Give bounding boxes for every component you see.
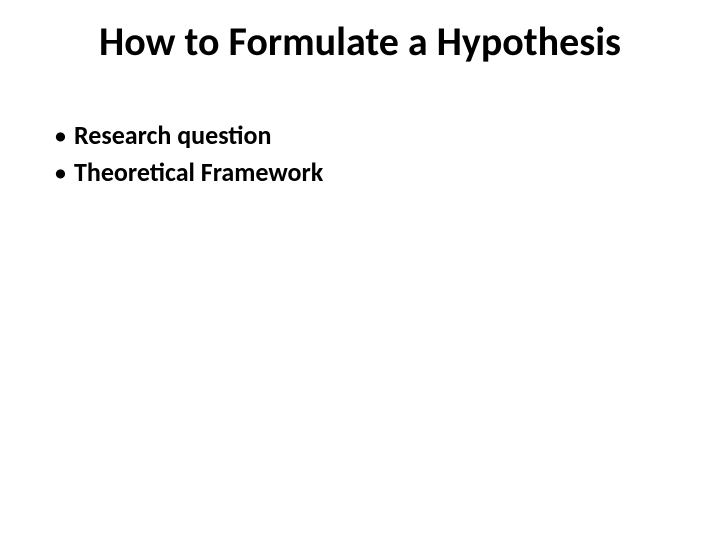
slide-title: How to Formulate a Hypothesis: [0, 20, 720, 64]
list-item: • Theoretical Framework: [54, 155, 664, 190]
slide-body: • Research question • Theoretical Framew…: [54, 118, 664, 192]
bullet-icon: •: [54, 155, 74, 190]
list-item: • Research question: [54, 118, 664, 153]
slide: How to Formulate a Hypothesis • Research…: [0, 0, 720, 540]
bullet-icon: •: [54, 118, 74, 153]
bullet-text: Research question: [74, 118, 271, 153]
bullet-text: Theoretical Framework: [74, 155, 323, 190]
